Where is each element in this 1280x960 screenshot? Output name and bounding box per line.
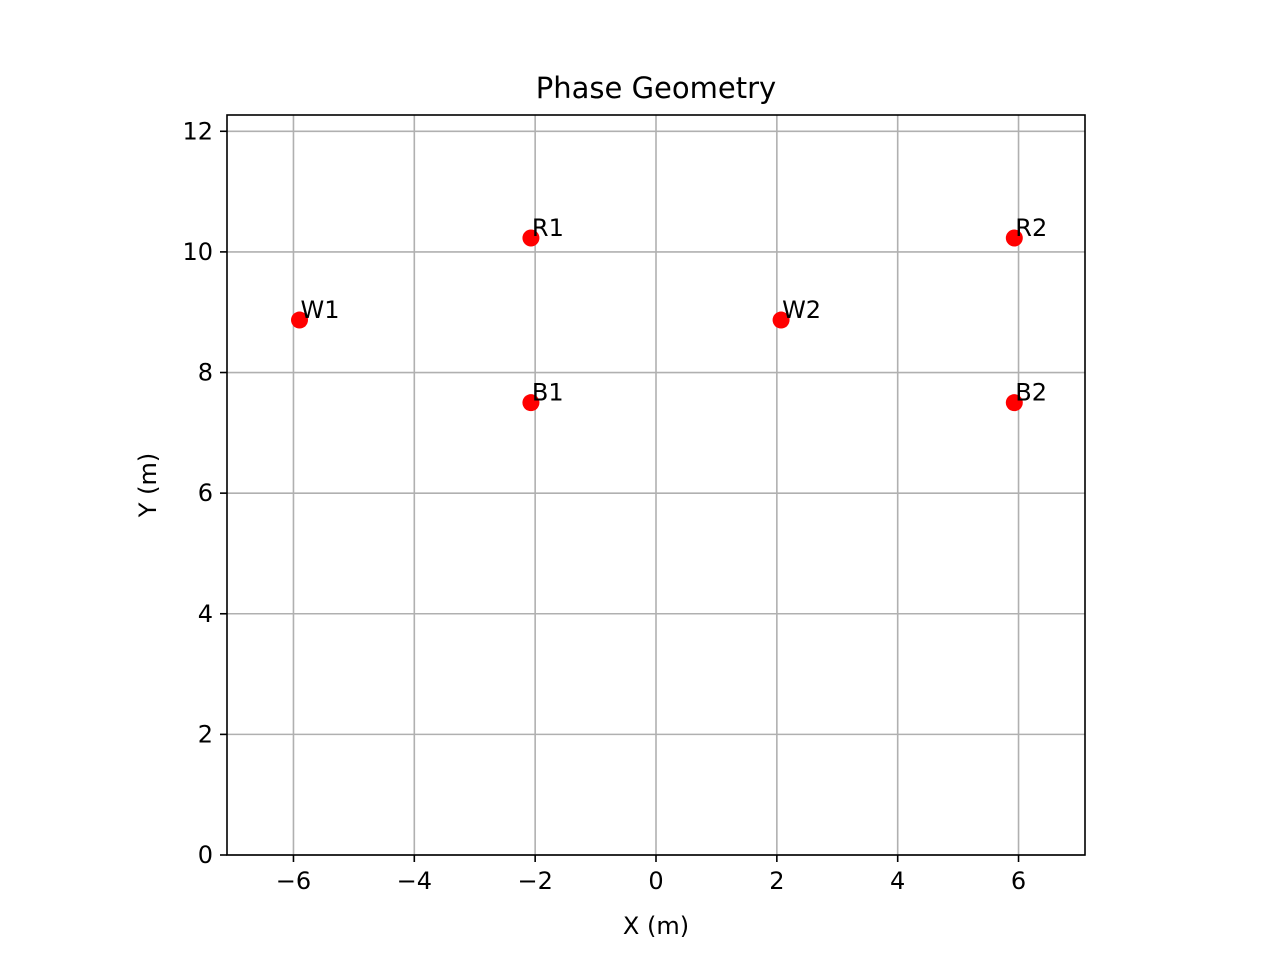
- scatter-point: [1005, 229, 1023, 247]
- point-label: B2: [1015, 379, 1047, 407]
- point-label: B1: [532, 379, 564, 407]
- y-tick-label: 0: [198, 841, 213, 869]
- scatter-point: [291, 311, 309, 329]
- x-tick-label: −4: [397, 867, 432, 895]
- point-label: R1: [532, 214, 564, 242]
- y-axis-ticks: 0 2 4 6 8 10 12: [182, 117, 227, 869]
- y-tick-label: 2: [198, 720, 213, 748]
- x-tick-label: −2: [517, 867, 552, 895]
- scatter-point: [1005, 394, 1023, 412]
- x-tick-label: −6: [276, 867, 311, 895]
- y-tick-label: 4: [198, 600, 213, 628]
- scatter-point: [522, 394, 540, 412]
- point-label: W2: [782, 296, 821, 324]
- x-axis-ticks: −6 −4 −2 0 2 4 6: [276, 855, 1026, 895]
- point-labels: W1 R1 B1 W2 R2 B2: [301, 214, 1048, 407]
- y-tick-label: 10: [182, 238, 213, 266]
- chart-title: Phase Geometry: [536, 71, 776, 105]
- y-tick-label: 8: [198, 359, 213, 387]
- scatter-point: [522, 229, 540, 247]
- point-label: W1: [301, 296, 340, 324]
- y-tick-label: 6: [198, 479, 213, 507]
- y-axis-label: Y (m): [134, 453, 162, 518]
- x-tick-label: 0: [648, 867, 663, 895]
- scatter-point: [772, 311, 790, 329]
- scatter-points: [291, 229, 1023, 412]
- x-tick-label: 6: [1011, 867, 1026, 895]
- x-axis-label: X (m): [623, 912, 689, 940]
- point-label: R2: [1015, 214, 1047, 242]
- x-tick-label: 2: [769, 867, 784, 895]
- x-tick-label: 4: [890, 867, 905, 895]
- y-tick-label: 12: [182, 117, 213, 145]
